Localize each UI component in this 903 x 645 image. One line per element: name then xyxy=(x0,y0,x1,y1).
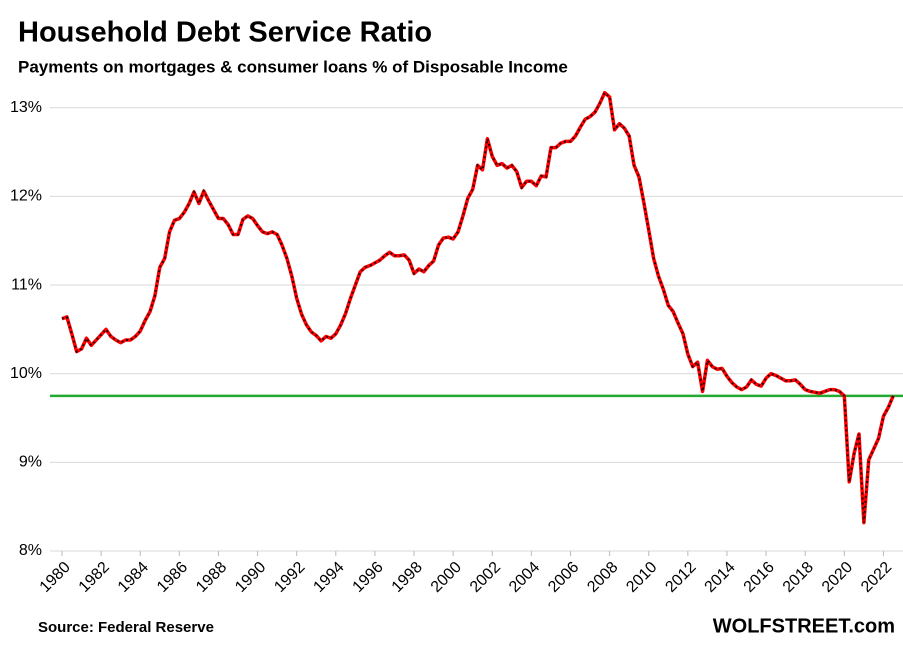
x-tick-label: 1992 xyxy=(271,559,308,596)
source: Source: Federal Reserve xyxy=(38,619,214,636)
x-tick-label: 1996 xyxy=(350,559,387,596)
y-tick-label: 8% xyxy=(19,542,42,559)
series-line-dots xyxy=(61,91,895,523)
y-tick-label: 12% xyxy=(10,188,42,205)
x-tick-label: 1980 xyxy=(37,559,74,596)
x-tick-label: 2008 xyxy=(584,559,621,596)
x-tick-label: 2010 xyxy=(623,559,660,596)
x-tick-label: 1982 xyxy=(76,559,113,596)
brand: WOLFSTREET.com xyxy=(713,615,895,637)
y-tick-label: 11% xyxy=(11,276,42,293)
x-tick-label: 2004 xyxy=(506,559,543,596)
x-tick-label: 2020 xyxy=(819,559,856,596)
x-tick-label: 1994 xyxy=(310,559,347,596)
x-tick-label: 1990 xyxy=(232,559,269,596)
y-tick-label: 9% xyxy=(19,454,42,471)
x-tick-label: 1988 xyxy=(193,559,230,596)
chart-title: Household Debt Service Ratio xyxy=(18,17,432,49)
x-tick-label: 2012 xyxy=(662,559,699,596)
x-tick-label: 1998 xyxy=(389,559,426,596)
chart-subtitle: Payments on mortgages & consumer loans %… xyxy=(18,57,568,76)
x-tick-label: 2022 xyxy=(858,559,895,596)
x-tick-label: 2018 xyxy=(780,559,817,596)
x-tick-label: 2014 xyxy=(702,559,739,596)
x-tick-label: 2016 xyxy=(741,559,778,596)
x-tick-label: 1984 xyxy=(115,559,152,596)
x-tick-label: 2006 xyxy=(545,559,582,596)
series-line xyxy=(61,90,895,525)
y-tick-label: 10% xyxy=(10,365,42,382)
x-tick-label: 2002 xyxy=(467,559,504,596)
y-tick-label: 13% xyxy=(10,99,42,116)
x-tick-label: 1986 xyxy=(154,559,191,596)
x-tick-label: 2000 xyxy=(428,559,465,596)
